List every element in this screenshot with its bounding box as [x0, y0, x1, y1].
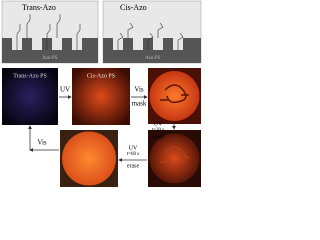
arrow-label: mask	[132, 100, 147, 108]
arrow-label: UV	[60, 86, 70, 94]
dish	[149, 133, 200, 184]
photo	[72, 68, 130, 125]
substrate-label: Azo-PS	[42, 56, 58, 61]
cis-substrate	[103, 38, 201, 63]
substrate-label: Azo-PS	[145, 56, 161, 61]
photo-label: Cis-Azo PS	[87, 73, 115, 79]
dish	[149, 71, 200, 121]
arrow-label: erase	[152, 134, 165, 140]
arrows	[28, 95, 176, 162]
title: Trans-Azo	[22, 3, 56, 12]
arrow-label: Vis	[134, 86, 144, 94]
trans-substrate	[2, 38, 98, 63]
arrow-label: Vis	[37, 139, 47, 147]
title: Cis-Azo	[120, 3, 147, 12]
figure: Trans-Azo Cis-Azo Azo-PS Azo-PS Trans-Az…	[1, 0, 202, 187]
pattern	[160, 146, 189, 166]
photo-label: Trans-Azo PS	[13, 73, 47, 79]
arrow-label: UV	[129, 145, 138, 151]
dish	[62, 131, 116, 186]
pattern	[160, 84, 189, 104]
molecules	[16, 14, 184, 50]
photo	[2, 68, 58, 125]
arrow-label: erase	[127, 163, 140, 169]
arrow-label: UV	[154, 121, 163, 127]
arrow-label: t=30 s	[152, 128, 164, 133]
arrow-label: t=60 s	[127, 152, 139, 157]
